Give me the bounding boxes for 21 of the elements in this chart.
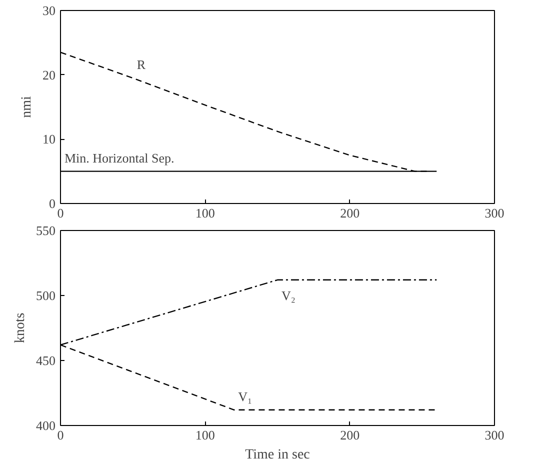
y-axis-title: knots: [13, 312, 28, 344]
y-tick-label: 10: [42, 132, 56, 147]
series-label: R: [136, 57, 146, 72]
series-label: V₁: [238, 388, 252, 404]
y-tick-label: 450: [36, 353, 56, 368]
series-label: V₂: [282, 288, 296, 303]
x-tick-label: 300: [484, 206, 504, 220]
y-tick-label: 0: [49, 196, 56, 211]
x-tick-label: 100: [195, 206, 215, 220]
x-tick-label: 200: [340, 428, 360, 442]
y-tick-label: 30: [42, 3, 56, 18]
legend-label: Min. Horizontal Sep.: [64, 150, 174, 166]
y-axis-title: nmi: [20, 96, 34, 118]
y-tick-label: 550: [36, 223, 56, 238]
y-tick-label: 20: [42, 67, 56, 82]
x-axis-title: Time in sec: [245, 448, 310, 462]
x-tick-label: 300: [484, 428, 504, 442]
y-tick-label: 500: [36, 288, 56, 303]
x-tick-label: 200: [340, 206, 360, 220]
x-tick-label: 100: [195, 428, 215, 442]
y-tick-label: 400: [36, 418, 56, 433]
